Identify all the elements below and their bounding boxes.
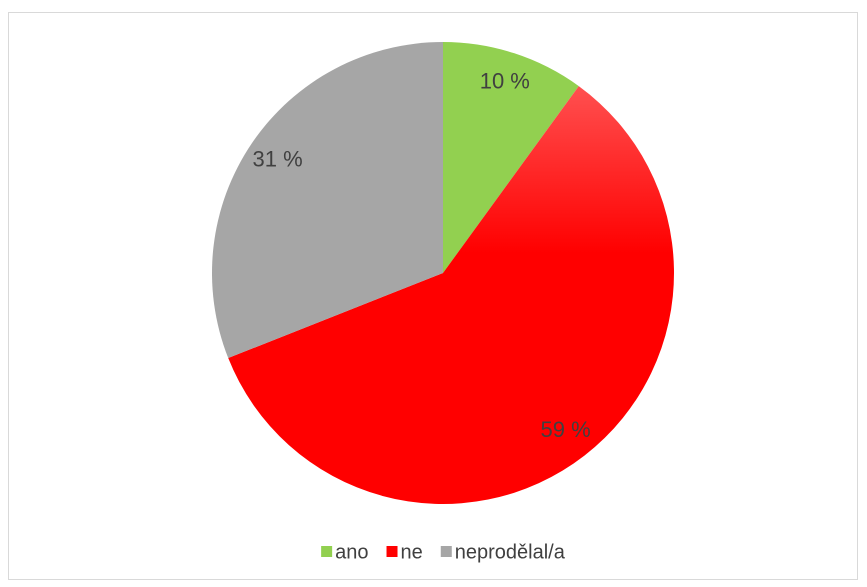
legend-swatch: [440, 546, 452, 557]
legend-swatch: [386, 546, 398, 557]
pie-slice: [212, 42, 443, 359]
legend-swatch: [321, 546, 333, 557]
data-label: 10 %: [480, 69, 530, 94]
legend-label: ne: [401, 541, 423, 563]
data-label: 59 %: [541, 417, 591, 442]
data-label: 31 %: [253, 146, 303, 171]
legend-label: ano: [335, 541, 368, 563]
legend-label: neprodělal/a: [455, 541, 566, 563]
pie-slice: [443, 42, 579, 273]
pie-slice: [228, 86, 675, 505]
